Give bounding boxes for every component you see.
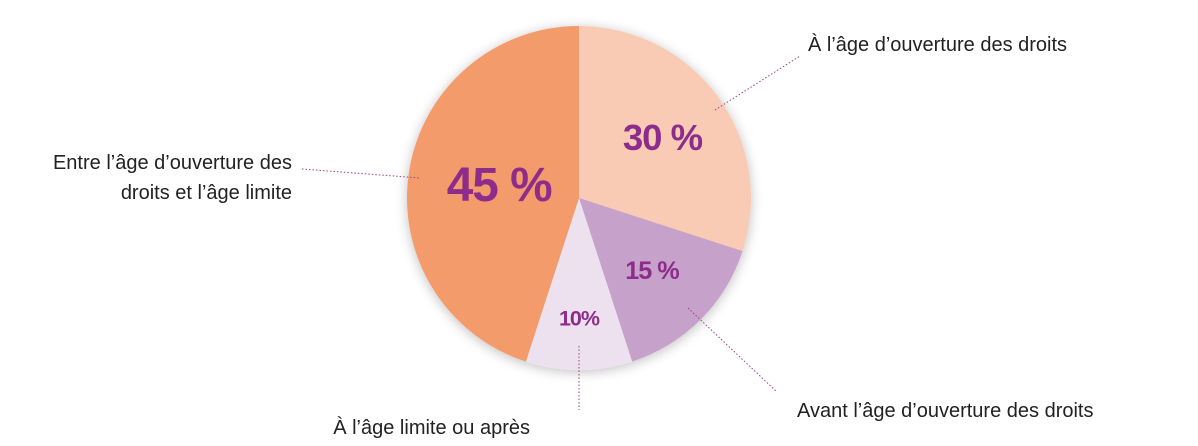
- pie-slice: [579, 198, 743, 362]
- value-label: 30 %: [623, 117, 703, 158]
- leader-line: [714, 55, 801, 111]
- leader-line: [301, 168, 421, 179]
- value-label: 10%: [559, 306, 600, 330]
- category-label: Avant l’âge d’ouverture des droits: [797, 400, 1094, 422]
- category-label: À l’âge limite ou après: [333, 417, 530, 439]
- pie-slice: [525, 198, 633, 370]
- pie-slice: [579, 26, 752, 252]
- pie: [406, 26, 752, 370]
- value-label: 15 %: [625, 257, 679, 285]
- leader-line: [687, 307, 778, 393]
- pie-slice: [406, 26, 579, 362]
- category-label: Entre l’âge d’ouverture des droits et l’…: [52, 152, 292, 204]
- value-label: 45 %: [447, 159, 552, 212]
- category-label: À l’âge d’ouverture des droits: [808, 34, 1068, 56]
